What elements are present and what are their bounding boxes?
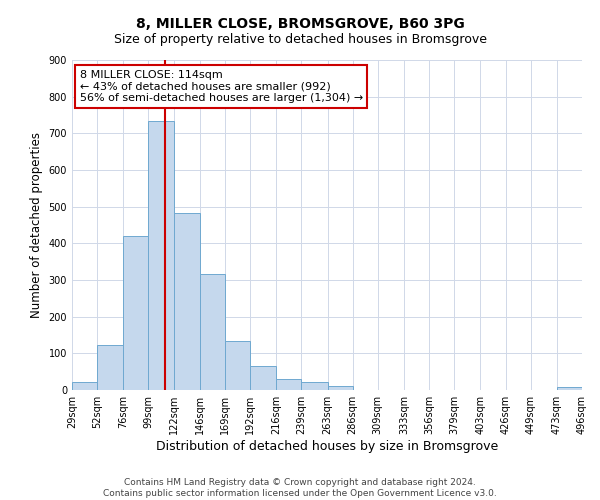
Bar xyxy=(276,379,301,390)
Text: Size of property relative to detached houses in Bromsgrove: Size of property relative to detached ho… xyxy=(113,32,487,46)
X-axis label: Distribution of detached houses by size in Bromsgrove: Distribution of detached houses by size … xyxy=(156,440,498,453)
Bar xyxy=(557,387,582,390)
Bar xyxy=(250,366,276,390)
Bar xyxy=(97,346,124,390)
Bar xyxy=(301,382,328,390)
Bar xyxy=(328,386,353,390)
Text: 8 MILLER CLOSE: 114sqm
← 43% of detached houses are smaller (992)
56% of semi-de: 8 MILLER CLOSE: 114sqm ← 43% of detached… xyxy=(80,70,363,103)
Bar xyxy=(173,213,200,390)
Y-axis label: Number of detached properties: Number of detached properties xyxy=(30,132,43,318)
Text: 8, MILLER CLOSE, BROMSGROVE, B60 3PG: 8, MILLER CLOSE, BROMSGROVE, B60 3PG xyxy=(136,18,464,32)
Bar xyxy=(200,274,225,390)
Bar xyxy=(72,382,97,390)
Bar xyxy=(148,120,173,390)
Bar xyxy=(225,340,250,390)
Text: Contains HM Land Registry data © Crown copyright and database right 2024.
Contai: Contains HM Land Registry data © Crown c… xyxy=(103,478,497,498)
Bar xyxy=(124,236,148,390)
